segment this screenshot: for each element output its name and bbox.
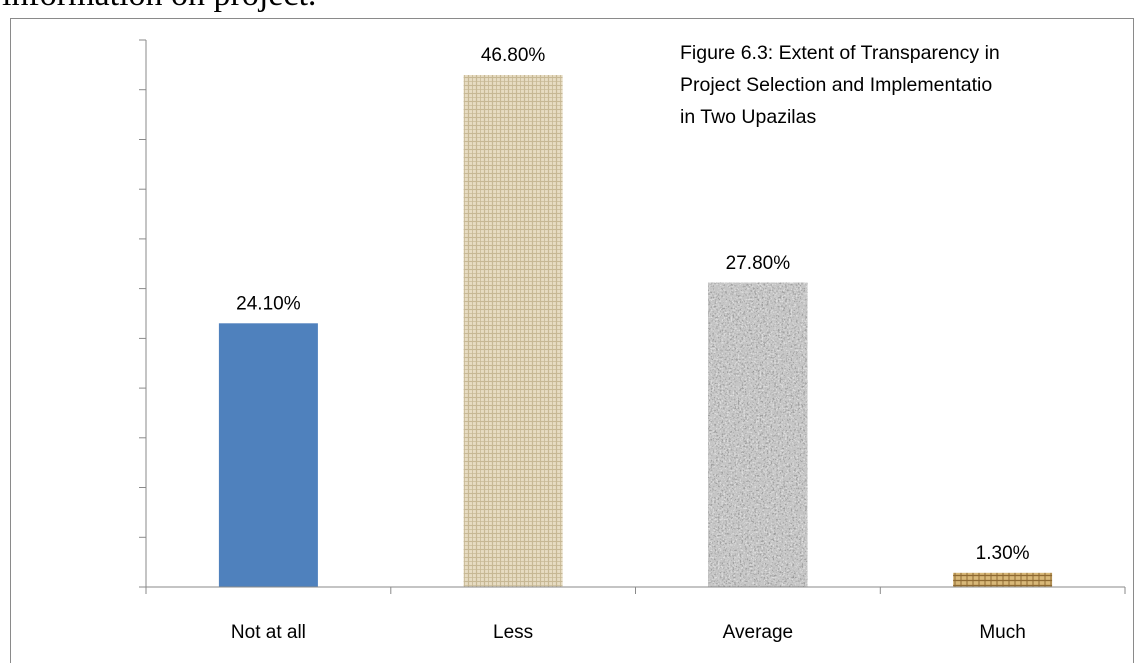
bar-not-at-all (218, 323, 318, 587)
document-lead-text: information on project. (2, 0, 316, 12)
category-label-less: Less (493, 622, 533, 643)
bar-much (953, 572, 1053, 587)
data-label-average: 27.80% (726, 253, 791, 274)
data-label-less: 46.80% (481, 45, 546, 66)
chart-title-line-3: in Two Upazilas (680, 106, 816, 128)
bar-less (463, 75, 563, 587)
data-label-much: 1.30% (976, 543, 1030, 564)
chart-title-line-2: Project Selection and Implementatio (680, 74, 992, 96)
category-label-much: Much (979, 622, 1025, 643)
data-label-not-at-all: 24.10% (236, 293, 301, 314)
chart-frame: 24.10% Not at all 46.80% Less 27.80% Average 1… (10, 18, 1134, 663)
bar-chart: 24.10% Not at all 46.80% Less 27.80% Average 1… (139, 39, 1126, 643)
chart-title-line-1: Figure 6.3: Extent of Transparency in (680, 42, 1000, 64)
bar-average (708, 282, 808, 587)
category-label-average: Average (723, 622, 793, 643)
category-label-not-at-all: Not at all (231, 622, 306, 643)
